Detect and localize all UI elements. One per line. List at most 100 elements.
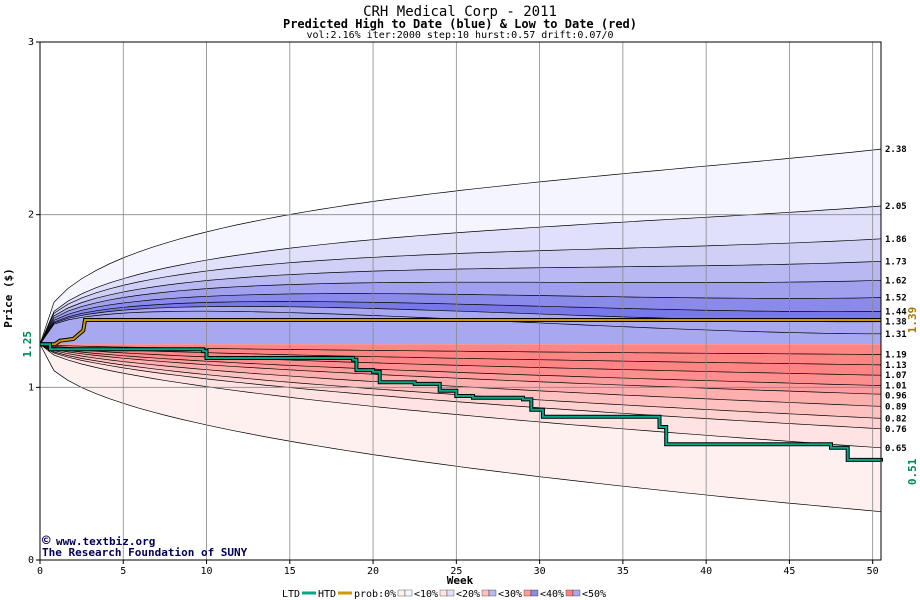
legend-swatch-high-3	[530, 589, 539, 597]
x-tick-label: 40	[700, 566, 712, 577]
legend-swatch-high-1	[446, 589, 455, 597]
y-tick-label: 1	[28, 382, 34, 393]
low-quantile-end-label: 0.96	[885, 392, 907, 402]
low-band-0	[40, 344, 881, 512]
credit-block: © www.textbiz.org The Research Foundatio…	[42, 533, 248, 559]
low-quantile-end-label: 1.13	[885, 361, 907, 371]
x-tick-label: 5	[120, 566, 126, 577]
legend-label-prob-band: <40%	[540, 589, 564, 600]
legend-label-ltd: LTD	[282, 589, 300, 600]
high-quantile-end-label: 2.38	[885, 145, 907, 155]
high-band-4	[40, 280, 881, 345]
quantile-line-18	[39, 344, 882, 513]
quantile-line-12	[39, 343, 882, 386]
start-price-label: 1.25	[21, 331, 34, 358]
quantile-line-2	[39, 238, 882, 345]
legend: LTD HTD prob:0% <10% <20% <30% <40% <50%	[282, 589, 606, 600]
plot-frame	[39, 41, 882, 561]
y-axis-label: Price ($)	[2, 268, 15, 328]
y-tick-label: 0	[28, 555, 34, 566]
legend-swatch-low-0	[397, 589, 406, 597]
low-quantile-end-label: 1.07	[885, 371, 907, 381]
y-tick-label: 2	[28, 210, 34, 221]
high-band-0	[40, 149, 881, 345]
quantile-line-10	[39, 343, 882, 366]
quantile-line-5	[39, 293, 882, 345]
quantile-line-0	[39, 148, 882, 345]
high-band-2	[40, 238, 881, 345]
credit-url: www.textbiz.org	[56, 535, 155, 548]
low-band-7	[40, 344, 881, 376]
low-band-4	[40, 344, 881, 407]
x-tick-label: 50	[867, 566, 879, 577]
high-band-5	[40, 293, 881, 345]
low-band-3	[40, 344, 881, 419]
low-band-6	[40, 344, 881, 386]
low-quantile-end-label: 0.89	[885, 402, 907, 412]
low-band-8	[40, 344, 881, 365]
high-band-3	[40, 261, 881, 345]
y-axis-ticks: 0 1 2 3	[28, 37, 40, 566]
low-band-9	[40, 344, 881, 355]
legend-label-htd: HTD	[318, 589, 336, 600]
x-axis-ticks: 0 5 10 15 20 25 30 35 40 45 50	[37, 560, 879, 577]
quantile-line-16	[39, 343, 882, 430]
quantile-line-4	[39, 279, 882, 345]
low-quantile-end-label: 0.82	[885, 414, 907, 424]
high-quantile-end-label: 1.44	[885, 307, 907, 317]
ltd-end-label: 0.51	[906, 458, 919, 485]
htd-line	[40, 319, 881, 346]
high-quantile-end-label: 1.38	[885, 318, 907, 328]
legend-swatch-low-1	[439, 589, 448, 597]
high-band-1	[40, 206, 881, 345]
high-quantile-end-label: 1.86	[885, 235, 907, 245]
high-quantile-end-label: 1.52	[885, 294, 907, 304]
low-band-5	[40, 344, 881, 395]
legend-swatch-low-2	[481, 589, 490, 597]
quantile-line-14	[39, 343, 882, 407]
legend-swatch-high-4	[572, 589, 581, 597]
quantile-line-6	[39, 301, 882, 345]
x-tick-label: 25	[450, 566, 462, 577]
x-tick-label: 20	[367, 566, 379, 577]
high-quantile-end-label: 1.73	[885, 257, 907, 267]
quantile-end-labels: 2.38 2.05 1.86 1.73 1.62 1.52 1.441.38 1.31 1.19…	[885, 145, 907, 454]
low-quantile-end-label: 0.76	[885, 425, 907, 435]
low-quantile-end-label: 0.65	[885, 444, 907, 454]
copyright-symbol: ©	[42, 533, 51, 549]
legend-swatch-low-3	[523, 589, 532, 597]
series-lines	[40, 318, 883, 462]
x-tick-label: 15	[284, 566, 296, 577]
credit-org: The Research Foundation of SUNY	[42, 546, 248, 559]
x-tick-label: 10	[201, 566, 213, 577]
legend-swatch-low-4	[565, 589, 574, 597]
legend-label-prob-band: <30%	[498, 589, 522, 600]
low-quantile-end-label: 1.19	[885, 351, 907, 361]
htd-end-label: 1.39	[906, 307, 919, 334]
quantile-line-11	[39, 343, 882, 376]
x-tick-label: 35	[617, 566, 629, 577]
high-quantile-end-label: 1.31	[885, 330, 907, 340]
x-axis-label: Week	[447, 574, 474, 587]
quantile-line-3	[39, 260, 882, 345]
low-quantile-end-label: 1.01	[885, 382, 907, 392]
legend-swatch-high-2	[488, 589, 497, 597]
ltd-line	[40, 343, 882, 462]
legend-swatch-high-0	[404, 589, 413, 597]
high-quantile-end-label: 1.62	[885, 276, 907, 286]
x-tick-label: 30	[534, 566, 546, 577]
legend-label-prob: prob:0%	[354, 589, 396, 600]
chart-subtitle: Predicted High to Date (blue) & Low to D…	[283, 17, 637, 31]
y-tick-label: 3	[28, 37, 34, 48]
x-tick-label: 45	[783, 566, 795, 577]
legend-label-prob-band: <50%	[582, 589, 606, 600]
chart-title: CRH Medical Corp - 2011	[363, 4, 557, 20]
quantile-line-1	[39, 205, 882, 345]
quantile-line-13	[39, 343, 882, 395]
x-tick-label: 0	[37, 566, 43, 577]
legend-label-prob-band: <20%	[456, 589, 480, 600]
probability-bands	[40, 42, 881, 560]
legend-label-prob-band: <10%	[414, 589, 438, 600]
chart-params: vol:2.16% iter:2000 step:10 hurst:0.57 d…	[306, 30, 613, 41]
